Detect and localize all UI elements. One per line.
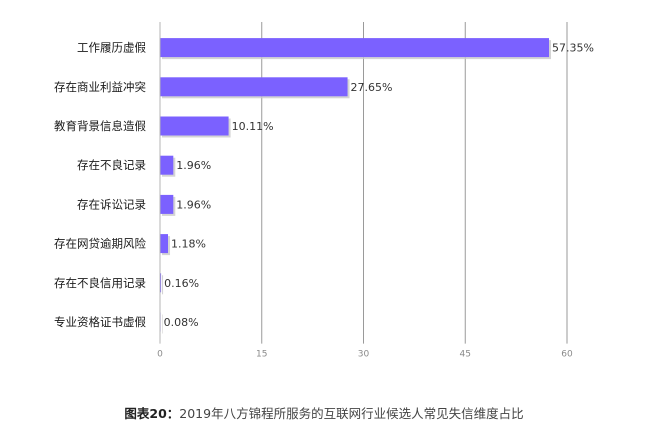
caption-label: 图表20： xyxy=(124,406,180,421)
bar xyxy=(160,155,174,175)
x-tick-label: 30 xyxy=(358,350,370,360)
bars xyxy=(160,38,552,334)
x-tick-label: 60 xyxy=(561,350,573,360)
bar xyxy=(160,273,162,293)
value-label: 10.11% xyxy=(232,120,274,133)
bar xyxy=(160,194,174,214)
figure-caption: 图表20：2019年八方锦程所服务的互联网行业候选人常见失信维度占比 xyxy=(0,403,648,422)
bar xyxy=(160,116,229,136)
category-label: 专业资格证书虚假 xyxy=(54,315,146,329)
value-label: 27.65% xyxy=(351,81,393,94)
bar xyxy=(160,38,550,58)
caption-text: 2019年八方锦程所服务的互联网行业候选人常见失信维度占比 xyxy=(179,406,524,421)
value-label: 1.18% xyxy=(171,238,206,251)
category-label: 存在诉讼记录 xyxy=(77,197,146,211)
value-label: 1.96% xyxy=(176,159,211,172)
x-tick-label: 0 xyxy=(157,350,163,360)
grid-lines xyxy=(261,22,568,344)
category-label: 存在不良记录 xyxy=(77,158,146,172)
x-tick-label: 45 xyxy=(460,350,471,360)
bar-shadow xyxy=(162,314,163,334)
bar xyxy=(160,234,169,254)
category-label: 工作履历虚假 xyxy=(77,41,146,55)
value-label: 0.16% xyxy=(164,277,199,290)
bar xyxy=(160,77,348,97)
bar-shadow xyxy=(162,275,164,295)
category-label: 存在网贷逾期风险 xyxy=(54,237,146,251)
value-label: 57.35% xyxy=(552,42,594,55)
value-label: 1.96% xyxy=(176,198,211,211)
labels: 0 15 30 45 60 工作履历虚假 57.35% 存在商业利益冲突 27.65% 教育背景信… xyxy=(54,41,594,360)
value-label: 0.08% xyxy=(164,316,199,329)
category-label: 存在不良信用记录 xyxy=(54,276,146,290)
category-label: 存在商业利益冲突 xyxy=(54,80,146,94)
category-label: 教育背景信息造假 xyxy=(54,119,146,133)
x-tick-label: 15 xyxy=(256,350,267,360)
